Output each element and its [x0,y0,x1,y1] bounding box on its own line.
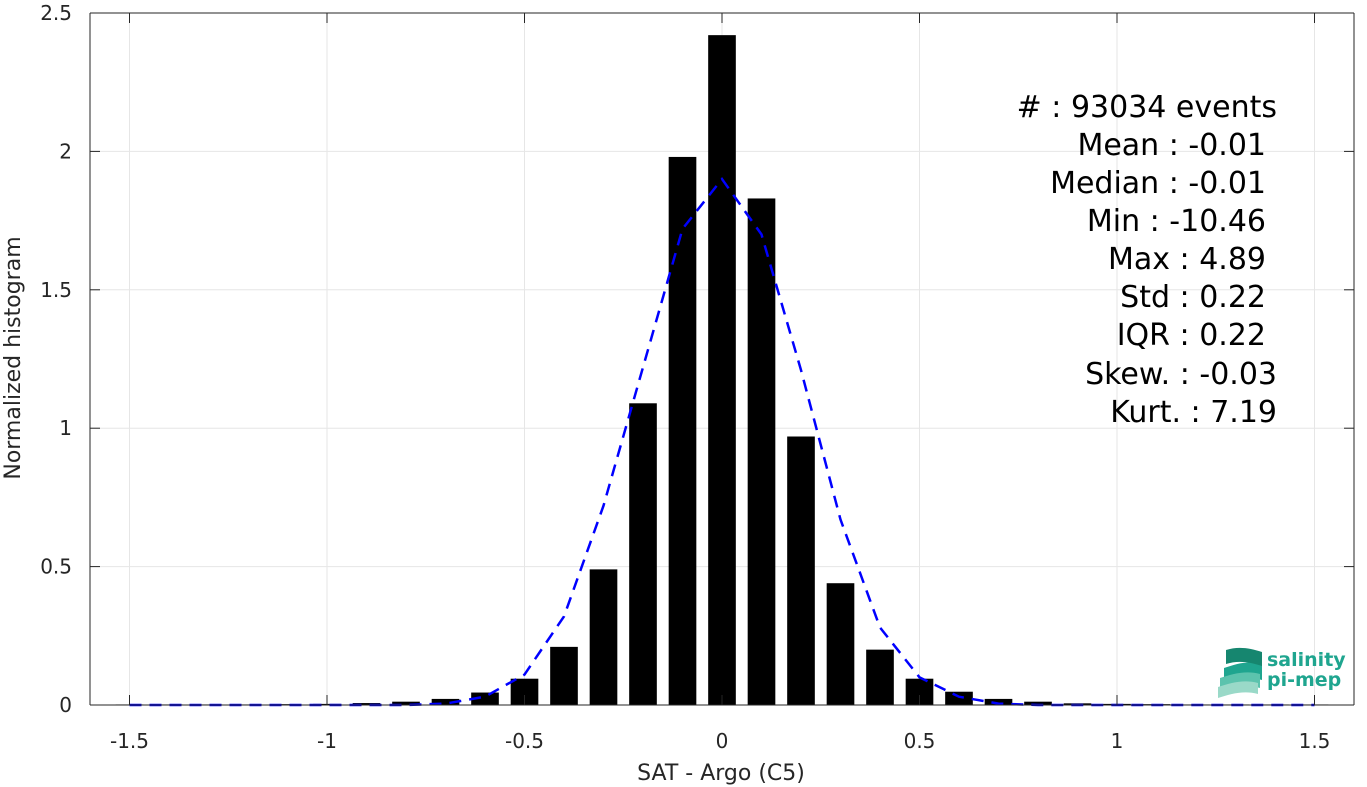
histogram-bar [984,698,1013,705]
salinity-pi-mep-logo: salinity pi-mep [1218,647,1346,698]
histogram-bar [629,403,657,705]
stat-kurt: Kurt. : 7.19 [1110,395,1277,430]
y-tick-label: 2 [59,139,72,163]
stat-max: Max : 4.89 [1108,242,1266,277]
histogram-bar [787,436,815,705]
histogram-bar [826,583,855,705]
x-tick-label: -1 [317,729,337,753]
stat-min: Min : -10.46 [1087,204,1266,239]
x-axis-label: SAT - Argo (C5) [637,761,805,786]
stat-count: # : 93034 events [1017,90,1277,125]
logo-text-pi-mep: pi-mep [1267,669,1341,691]
tick-labels: -1.5 -1 -0.5 0 0.5 1 1.5 0 0.5 1 1.5 2 2.5 [40,1,1330,753]
histogram-bar [392,701,420,705]
histogram-bar [352,703,381,705]
histogram-bar [471,692,499,705]
wave-logo-icon [1218,647,1262,698]
x-tick-label: 1 [1111,729,1124,753]
stat-mean: Mean : -0.01 [1077,128,1266,163]
histogram-bars [115,35,1329,706]
x-tick-label: -1.5 [110,729,149,753]
histogram-bar [866,649,894,705]
y-tick-label: 0.5 [40,555,72,579]
histogram-bar [747,198,776,705]
y-tick-label: 1 [59,416,72,440]
y-tick-label: 2.5 [40,1,72,25]
histogram-bar [1024,701,1052,705]
stat-iqr: IQR : 0.22 [1117,318,1266,353]
histogram-bar [550,646,578,705]
x-tick-label: -0.5 [505,729,544,753]
histogram-bar [589,569,618,705]
stat-std: Std : 0.22 [1120,280,1266,315]
histogram-bar [668,156,697,705]
y-axis-label: Normalized histogram [1,236,26,479]
x-tick-label: 1.5 [1299,729,1331,753]
axes [89,12,1355,706]
stat-median: Median : -0.01 [1050,166,1266,201]
histogram-bar [945,691,973,705]
x-tick-label: 0.5 [904,729,936,753]
y-tick-label: 0 [59,693,72,717]
y-tick-label: 1.5 [40,278,72,302]
logo-text-salinity: salinity [1267,649,1346,671]
histogram-bar [431,698,460,705]
stats-annotation: # : 93034 events Mean : -0.01 Median : -… [1017,90,1277,430]
stat-skew: Skew. : -0.03 [1085,357,1277,392]
histogram-bar [708,35,736,706]
x-tick-label: 0 [716,729,729,753]
